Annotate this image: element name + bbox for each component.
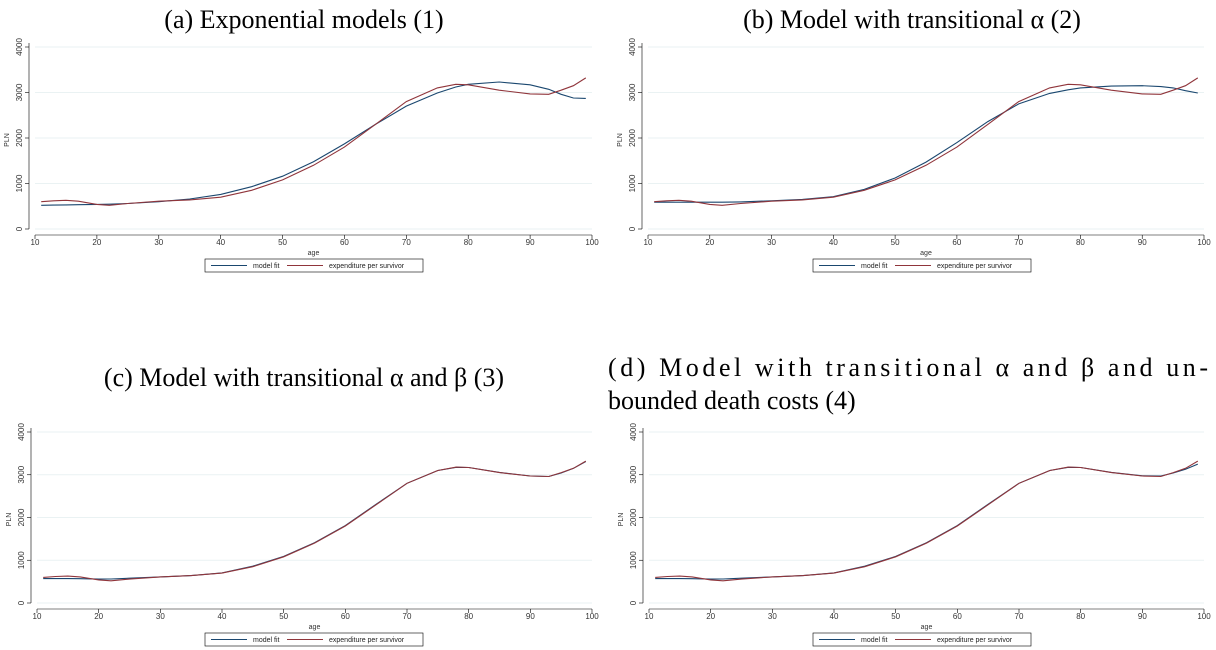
y-axis-label: PLN	[6, 513, 13, 527]
legend-label: model fit	[861, 263, 888, 270]
y-tick-label: 0	[629, 600, 638, 605]
y-tick-label: 2000	[629, 508, 638, 526]
x-tick-label: 10	[31, 238, 40, 247]
panel-title: bounded death costs (4)	[608, 386, 856, 415]
x-axis-label: age	[921, 624, 933, 631]
panel-title: (d) Model with transitional α and β and …	[608, 353, 1208, 382]
y-axis-label: PLN	[4, 133, 11, 147]
x-tick-label: 60	[341, 612, 350, 621]
y-tick-label: 3000	[629, 465, 638, 483]
y-tick-label: 1000	[629, 551, 638, 569]
x-tick-label: 20	[705, 238, 714, 247]
x-tick-label: 70	[1015, 612, 1024, 621]
x-tick-label: 60	[952, 238, 961, 247]
x-tick-label: 80	[464, 612, 473, 621]
panel-title: (a) Exponential models (1)	[164, 5, 443, 34]
y-tick-label: 0	[17, 600, 26, 605]
x-tick-label: 50	[279, 612, 288, 621]
x-tick-label: 30	[767, 238, 776, 247]
y-tick-label: 0	[628, 226, 637, 231]
y-tick-label: 2000	[17, 508, 26, 526]
x-tick-label: 40	[830, 612, 839, 621]
y-tick-label: 1000	[15, 174, 24, 192]
x-tick-label: 10	[645, 612, 654, 621]
x-tick-label: 40	[829, 238, 838, 247]
x-tick-label: 100	[1197, 238, 1211, 247]
y-tick-label: 1000	[628, 174, 637, 192]
x-tick-label: 50	[891, 612, 900, 621]
series-line	[41, 77, 587, 206]
x-tick-label: 80	[464, 238, 473, 247]
y-tick-label: 1000	[17, 551, 26, 569]
x-tick-label: 20	[94, 612, 103, 621]
y-tick-label: 4000	[15, 38, 24, 56]
x-tick-label: 10	[644, 238, 653, 247]
series-line	[655, 463, 1199, 580]
legend-label: expenditure per survivor	[937, 637, 1013, 644]
x-tick-label: 90	[526, 238, 535, 247]
x-tick-label: 10	[33, 612, 42, 621]
x-tick-label: 60	[340, 238, 349, 247]
x-tick-label: 100	[1197, 612, 1211, 621]
x-tick-label: 30	[154, 238, 163, 247]
x-tick-label: 80	[1076, 238, 1085, 247]
panel-title: (c) Model with transitional α and β (3)	[104, 363, 504, 392]
y-tick-label: 2000	[15, 129, 24, 147]
x-axis-label: age	[920, 250, 932, 257]
series-line	[655, 460, 1199, 582]
x-tick-label: 50	[891, 238, 900, 247]
x-axis-label: age	[308, 250, 320, 257]
x-tick-label: 50	[278, 238, 287, 247]
x-tick-label: 90	[1138, 238, 1147, 247]
y-tick-label: 2000	[628, 129, 637, 147]
x-tick-label: 80	[1076, 612, 1085, 621]
x-tick-label: 20	[92, 238, 101, 247]
series-line	[654, 77, 1199, 206]
series-line	[654, 85, 1198, 203]
x-tick-label: 90	[526, 612, 535, 621]
x-tick-label: 100	[585, 238, 599, 247]
x-tick-label: 90	[1138, 612, 1147, 621]
legend-label: expenditure per survivor	[329, 637, 405, 644]
y-tick-label: 3000	[17, 465, 26, 483]
y-tick-label: 0	[15, 226, 24, 231]
y-tick-label: 3000	[15, 83, 24, 101]
y-tick-label: 3000	[628, 83, 637, 101]
legend-label: model fit	[861, 637, 888, 644]
x-tick-label: 70	[1014, 238, 1023, 247]
x-tick-label: 30	[156, 612, 165, 621]
x-tick-label: 60	[953, 612, 962, 621]
series-line	[43, 461, 587, 580]
y-tick-label: 4000	[17, 423, 26, 441]
x-tick-label: 20	[706, 612, 715, 621]
x-axis-label: age	[309, 624, 321, 631]
y-tick-label: 4000	[628, 38, 637, 56]
legend-label: expenditure per survivor	[937, 263, 1013, 270]
legend-label: expenditure per survivor	[329, 263, 405, 270]
x-tick-label: 30	[768, 612, 777, 621]
series-line	[41, 81, 586, 206]
panel-title: (b) Model with transitional α (2)	[743, 5, 1081, 34]
x-tick-label: 40	[216, 238, 225, 247]
x-tick-label: 70	[402, 238, 411, 247]
y-tick-label: 4000	[629, 423, 638, 441]
y-axis-label: PLN	[618, 513, 625, 527]
legend-label: model fit	[253, 637, 280, 644]
legend-label: model fit	[253, 263, 280, 270]
x-tick-label: 40	[218, 612, 227, 621]
x-tick-label: 70	[403, 612, 412, 621]
y-axis-label: PLN	[617, 133, 624, 147]
x-tick-label: 100	[585, 612, 599, 621]
series-line	[43, 460, 587, 582]
